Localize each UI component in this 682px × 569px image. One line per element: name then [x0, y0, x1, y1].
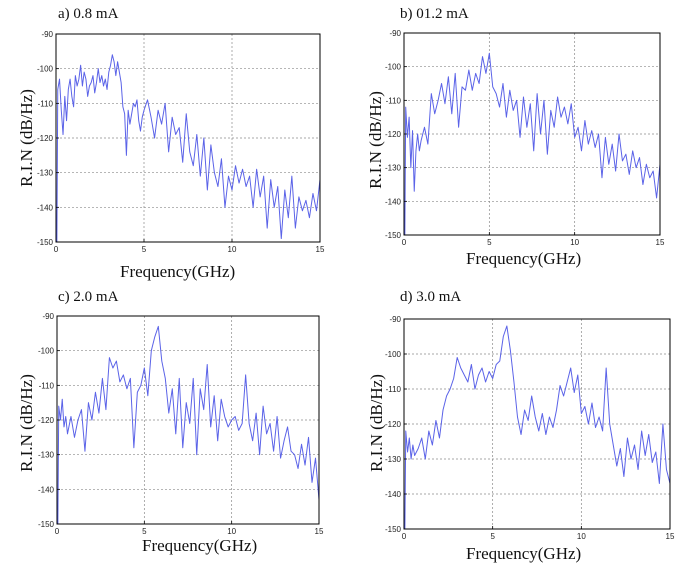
- y-tick-label: -90: [389, 29, 401, 38]
- series-line: [56, 54, 321, 243]
- y-tick-label: -130: [38, 451, 55, 460]
- y-tick-label: -130: [385, 455, 402, 464]
- y-tick-label: -110: [39, 381, 55, 390]
- plot-area: 0 5 10 15 -150 -140 -130 -120 -110 -100 -90: [385, 29, 665, 247]
- y-tick-label: -150: [37, 238, 54, 247]
- y-tick-label: -90: [389, 315, 401, 324]
- panel-title: b) 01.2 mA: [400, 6, 469, 22]
- panel-title: d) 3.0 mA: [400, 289, 462, 305]
- x-axis-label: Frequency(GHz): [142, 536, 258, 555]
- y-tick-label: -100: [37, 65, 54, 74]
- plot-frame: [56, 315, 320, 525]
- chart-panel-b: b) 01.2 mA R.I.N (dB/Hz) Frequency(GHz) …: [344, 0, 682, 285]
- y-tick-label: -110: [386, 385, 402, 394]
- y-tick-label: -100: [38, 347, 55, 356]
- y-tick-label: -100: [385, 63, 402, 72]
- y-tick-label: -120: [385, 130, 402, 139]
- y-tick-label: -90: [41, 30, 53, 39]
- panel-title: c) 2.0 mA: [58, 289, 119, 305]
- series-line: [404, 52, 661, 236]
- y-tick-label: -90: [42, 312, 54, 321]
- x-tick-label: 10: [570, 238, 579, 247]
- x-tick-label: 5: [490, 532, 495, 541]
- x-tick-label: 0: [402, 238, 407, 247]
- x-tick-label: 15: [315, 527, 324, 536]
- y-tick-label: -110: [386, 96, 402, 105]
- chart-panel-c: c) 2.0 mA R.I.N (dB/Hz) Frequency(GHz) 0…: [0, 285, 340, 569]
- y-tick-label: -120: [37, 134, 54, 143]
- plot-area: 0 5 10 15 -150 -140 -130 -120 -110 -100 -90: [385, 315, 675, 541]
- x-tick-label: 15: [656, 238, 665, 247]
- y-tick-label: -110: [38, 99, 54, 108]
- x-tick-label: 0: [402, 532, 407, 541]
- x-tick-label: 0: [55, 527, 60, 536]
- x-tick-label: 0: [54, 245, 59, 254]
- x-axis-label: Frequency(GHz): [120, 262, 236, 281]
- y-tick-label: -140: [38, 485, 55, 494]
- plot-area: 0 5 10 15 -150 -140 -130 -120 -110 -100 -90: [38, 312, 324, 536]
- chart-panel-a: a) 0.8 mA R.I.N (dB/Hz) Frequency(GHz) 0…: [0, 0, 340, 285]
- panel-title: a) 0.8 mA: [58, 6, 119, 22]
- x-axis-label: Frequency(GHz): [466, 544, 582, 563]
- x-tick-label: 15: [666, 532, 675, 541]
- x-tick-label: 15: [316, 245, 325, 254]
- x-tick-label: 5: [142, 527, 147, 536]
- y-tick-label: -120: [38, 416, 55, 425]
- y-tick-label: -130: [385, 164, 402, 173]
- y-tick-label: -120: [385, 420, 402, 429]
- y-tick-label: -150: [385, 525, 402, 534]
- y-tick-label: -140: [37, 203, 54, 212]
- y-tick-label: -150: [385, 231, 402, 240]
- x-tick-label: 5: [487, 238, 492, 247]
- series-line: [404, 325, 671, 530]
- chart-panel-d: d) 3.0 mA R.I.N (dB/Hz) Frequency(GHz) 0…: [344, 285, 682, 569]
- y-tick-label: -130: [37, 169, 54, 178]
- x-tick-label: 10: [577, 532, 586, 541]
- x-tick-label: 10: [228, 245, 237, 254]
- x-axis-label: Frequency(GHz): [466, 249, 582, 268]
- plot-area: 0 5 10 15 -150 -140 -130 -120 -110 -100 -90: [37, 30, 325, 254]
- series-line: [57, 325, 320, 525]
- x-tick-label: 10: [227, 527, 236, 536]
- x-tick-label: 5: [142, 245, 147, 254]
- y-tick-label: -140: [385, 197, 402, 206]
- y-tick-label: -140: [385, 490, 402, 499]
- y-tick-label: -150: [38, 520, 55, 529]
- y-tick-label: -100: [385, 350, 402, 359]
